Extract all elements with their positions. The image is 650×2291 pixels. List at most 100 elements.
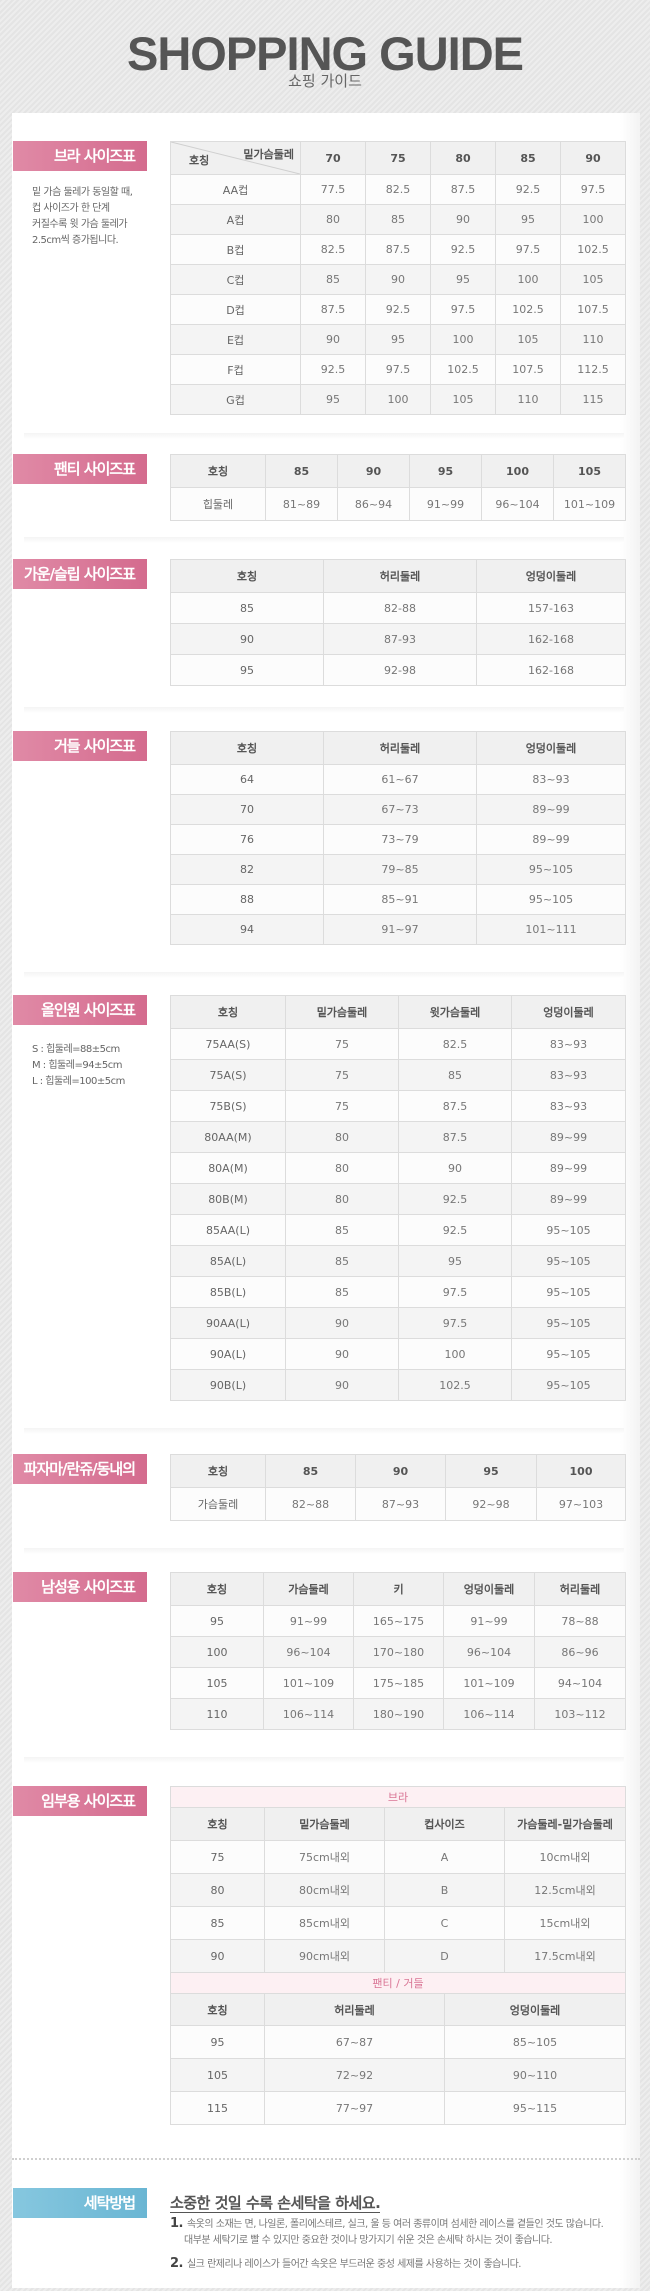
table-cell: 87.5 <box>398 1121 512 1153</box>
table-header-row: 호칭 밑가슴둘레 윗가슴둘레 엉덩이둘레 <box>170 995 626 1029</box>
table-cell: 80 <box>285 1121 399 1153</box>
table-cell: 83~93 <box>511 1028 626 1060</box>
table-cell: 106~114 <box>443 1698 535 1730</box>
row-header: 95 <box>170 1605 264 1637</box>
table-row: 85B(L) 85 97.5 95~105 <box>170 1276 626 1308</box>
table-cell: 81~89 <box>265 487 338 521</box>
table-cell: 102.5 <box>495 294 561 325</box>
divider <box>24 707 624 713</box>
bra-size-table: 밑가슴둘레 호칭 70 75 80 85 90 AA컵 77.5 82.5 87.5 92.5 97.5… <box>170 141 626 415</box>
column-header: 85 <box>495 141 561 175</box>
column-header: 호칭 <box>170 1807 265 1841</box>
table-row: AA컵 77.5 82.5 87.5 92.5 97.5 <box>170 174 626 205</box>
table-row: 90B(L) 90 102.5 95~105 <box>170 1369 626 1401</box>
table-cell: 97.5 <box>495 234 561 265</box>
table-cell: 89~99 <box>511 1121 626 1153</box>
table-row: D컵 87.5 92.5 97.5 102.5 107.5 <box>170 294 626 325</box>
column-header: 90 <box>337 454 410 488</box>
note-line: S : 힙둘레=88±5cm <box>32 1044 120 1055</box>
row-header: 94 <box>170 914 324 945</box>
row-header: 95 <box>170 654 324 686</box>
column-header: 95 <box>409 454 482 488</box>
table-cell: A <box>384 1840 505 1874</box>
table-cell: 101~111 <box>476 914 626 945</box>
column-header: 허리둘레 <box>323 731 477 765</box>
row-header: 85 <box>170 1906 265 1940</box>
row-header: AA컵 <box>170 174 301 205</box>
row-header: 90 <box>170 1939 265 1973</box>
table-cell: 175~185 <box>353 1667 444 1699</box>
row-header: 88 <box>170 884 324 915</box>
table-row: 80B(M) 80 92.5 89~99 <box>170 1183 626 1215</box>
column-header: 호칭 <box>170 1572 264 1606</box>
table-cell: 77.5 <box>300 174 366 205</box>
table-row: 힙둘레 81~89 86~94 91~99 96~104 101~109 <box>170 487 626 521</box>
table-row: 80AA(M) 80 87.5 89~99 <box>170 1121 626 1153</box>
table-cell: 106~114 <box>263 1698 354 1730</box>
table-cell: 86~96 <box>534 1636 626 1668</box>
table-cell: 61~67 <box>323 764 477 795</box>
table-cell: 100 <box>560 204 626 235</box>
washing-item-2: 2. 실크 란제리나 레이스가 들어간 속옷은 부드러운 중성 세제를 사용하는 … <box>170 2256 521 2273</box>
table-cell: 89~99 <box>511 1152 626 1184</box>
table-cell: 91~99 <box>263 1605 354 1637</box>
table-cell: 75 <box>285 1059 399 1091</box>
table-row: 94 91~97 101~111 <box>170 914 626 945</box>
note-line: 밑 가슴 둘레가 동일할 때, <box>32 187 133 198</box>
row-header: 가슴둘레 <box>170 1487 266 1521</box>
table-cell: 165~175 <box>353 1605 444 1637</box>
table-cell: 94~104 <box>534 1667 626 1699</box>
table-cell: 73~79 <box>323 824 477 855</box>
table-row: 105 72~92 90~110 <box>170 2058 627 2092</box>
table-row: 95 67~87 85~105 <box>170 2025 627 2059</box>
column-header: 가슴둘레-밑가슴둘레 <box>504 1807 626 1841</box>
column-header: 75 <box>365 141 431 175</box>
table-cell: 92-98 <box>323 654 477 686</box>
note-line: 2.5cm씩 증가됩니다. <box>32 235 119 246</box>
column-header: 호칭 <box>170 454 266 488</box>
row-header: 85B(L) <box>170 1276 286 1308</box>
row-header: 힙둘레 <box>170 487 266 521</box>
row-header: 115 <box>170 2091 265 2125</box>
column-header: 호칭 <box>170 1454 266 1488</box>
table-cell: 101~109 <box>553 487 626 521</box>
divider <box>24 433 624 439</box>
table-cell: 100 <box>365 384 431 415</box>
table-cell: 162-168 <box>476 623 626 655</box>
column-header: 85 <box>265 454 338 488</box>
table-cell: 102.5 <box>398 1369 512 1401</box>
table-header-row: 호칭 밑가슴둘레 컵사이즈 가슴둘레-밑가슴둘레 <box>170 1807 626 1841</box>
washing-item-1: 1. 속옷의 소재는 면, 나일론, 폴리에스테르, 실크, 울 등 여러 종류이… <box>170 2216 604 2249</box>
table-cell: 97.5 <box>398 1307 512 1339</box>
row-header: A컵 <box>170 204 301 235</box>
section-label-washing: 세탁방법 <box>13 2188 147 2218</box>
table-cell: 87.5 <box>430 174 496 205</box>
table-cell: C <box>384 1906 505 1940</box>
table-cell: 96~104 <box>263 1636 354 1668</box>
table-row: G컵 95 100 105 110 115 <box>170 384 626 415</box>
page-subtitle: 쇼핑 가이드 <box>288 72 362 90</box>
row-header: D컵 <box>170 294 301 325</box>
table-cell: 72~92 <box>264 2058 445 2092</box>
table-cell: 97~103 <box>536 1487 626 1521</box>
table-row: 90 90cm내외 D 17.5cm내외 <box>170 1939 626 1973</box>
table-cell: 92~98 <box>445 1487 537 1521</box>
section-label-pajama: 파자마/란쥬/동내의 <box>13 1454 147 1484</box>
allinone-size-table: 호칭 밑가슴둘레 윗가슴둘레 엉덩이둘레 75AA(S) 75 82.5 83~93 75A(S… <box>170 995 626 1401</box>
table-cell: B <box>384 1873 505 1907</box>
row-header: 85 <box>170 592 324 624</box>
table-cell: 77~97 <box>264 2091 445 2125</box>
table-cell: 82.5 <box>300 234 366 265</box>
table-cell: 85 <box>398 1059 512 1091</box>
dotted-divider <box>12 2158 640 2160</box>
note-line: 컵 사이즈가 한 단계 <box>32 203 110 214</box>
table-cell: 95 <box>430 264 496 295</box>
table-cell: 85~105 <box>443 2025 627 2059</box>
table-header-row: 호칭 허리둘레 엉덩이둘레 <box>170 731 626 765</box>
table-cell: 101~109 <box>263 1667 354 1699</box>
table-row: 82 79~85 95~105 <box>170 854 626 885</box>
table-row: 가슴둘레 82~88 87~93 92~98 97~103 <box>170 1487 626 1521</box>
table-cell: 80 <box>285 1152 399 1184</box>
table-row: 90AA(L) 90 97.5 95~105 <box>170 1307 626 1339</box>
table-cell: 78~88 <box>534 1605 626 1637</box>
